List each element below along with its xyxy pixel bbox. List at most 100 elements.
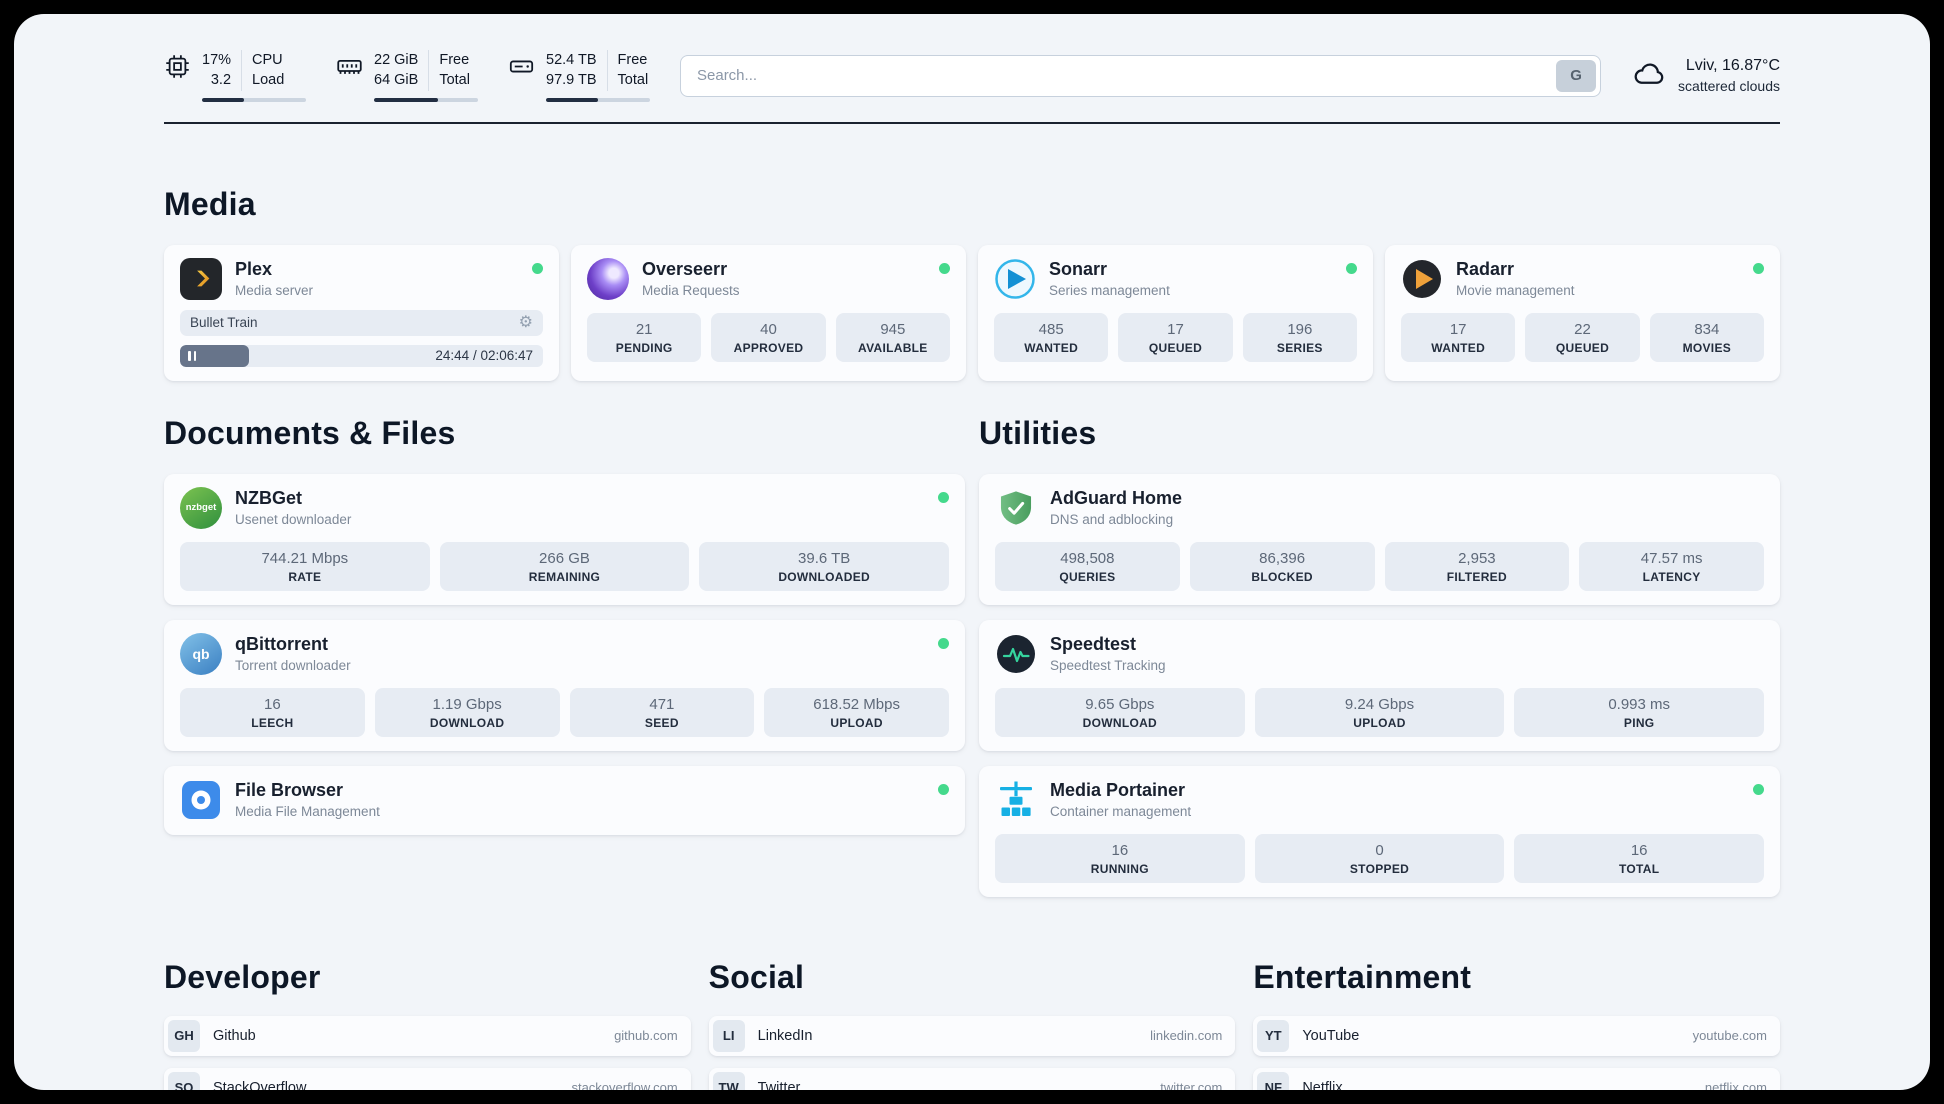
app-name: Plex (235, 259, 273, 280)
stat-leech: 16 LEECH (180, 687, 365, 737)
stat-label: DOWNLOADED (778, 569, 870, 584)
disk-free-value: 52.4 TB (546, 52, 597, 68)
stat-label: TOTAL (1618, 861, 1660, 876)
top-bar: 17% 3.2 CPU Load (14, 14, 1930, 102)
search-engine-button[interactable]: G (1556, 59, 1597, 92)
stackoverflow-icon: SO (168, 1071, 200, 1090)
link-domain: twitter.com (1160, 1080, 1223, 1090)
section-media: Media Plex (164, 186, 1780, 381)
stat-available: 945 AVAILABLE (835, 312, 950, 362)
section-title-social: Social (708, 958, 805, 995)
now-playing-row: Bullet Train ⚙ (180, 309, 543, 336)
stat-value: 744.21 Mbps (261, 549, 349, 567)
disk-widget: 52.4 TB 97.9 TB Free Total (508, 50, 650, 102)
app-subtitle: Torrent downloader (235, 658, 351, 674)
stat-rate: 744.21 Mbps RATE (180, 541, 430, 591)
section-title-documents: Documents & Files (164, 414, 456, 451)
app-card-qbittorrent[interactable]: qb qBittorrent Torrent downloader 16 LEE… (164, 619, 965, 751)
stat-approved: 40 APPROVED (711, 312, 826, 362)
link-github[interactable]: GH Github github.com (164, 1015, 691, 1056)
app-card-sonarr[interactable]: Sonarr Series management 485 WANTED 17 Q… (978, 244, 1373, 381)
section-utilities: Utilities (979, 415, 1780, 897)
stat-label: WANTED (1024, 340, 1079, 355)
settings-gear-icon[interactable]: ⚙ (518, 313, 533, 331)
stat-series: 196 SERIES (1242, 312, 1357, 362)
stat-label: WANTED (1431, 340, 1486, 355)
stat-value: 618.52 Mbps (813, 695, 900, 713)
app-name: qBittorrent (235, 634, 328, 655)
stat-upload: 9.24 Gbps UPLOAD (1254, 687, 1505, 737)
app-card-overseerr[interactable]: Overseerr Media Requests 21 PENDING 40 A… (571, 244, 966, 381)
stat-label: APPROVED (733, 340, 804, 355)
playback-progress-bar[interactable]: 24:44 / 02:06:47 (180, 344, 543, 367)
app-subtitle: Movie management (1456, 283, 1575, 299)
app-card-speedtest[interactable]: Speedtest Speedtest Tracking 9.65 Gbps D… (979, 619, 1780, 751)
link-youtube[interactable]: YT YouTube youtube.com (1253, 1015, 1780, 1056)
link-name: StackOverflow (213, 1079, 307, 1090)
search-input[interactable] (680, 54, 1602, 97)
disk-total-value: 97.9 TB (546, 72, 597, 89)
stat-value: 834 (1694, 320, 1720, 338)
link-netflix[interactable]: NF Netflix netflix.com (1253, 1067, 1780, 1090)
link-linkedin[interactable]: LI LinkedIn linkedin.com (708, 1015, 1236, 1056)
section-title-developer: Developer (164, 958, 321, 995)
radarr-icon (1401, 258, 1443, 300)
app-subtitle: Media File Management (235, 804, 380, 820)
stat-running: 16 RUNNING (995, 833, 1245, 883)
app-card-plex[interactable]: Plex Media server Bullet Train ⚙ 24:44 /… (164, 244, 559, 381)
status-dot-online (939, 262, 950, 274)
stat-value: 39.6 TB (798, 549, 851, 567)
app-name: Sonarr (1049, 259, 1108, 280)
github-icon: GH (168, 1019, 200, 1052)
disk-total-label: Total (617, 72, 649, 89)
link-twitter[interactable]: TW Twitter twitter.com (708, 1067, 1236, 1090)
status-dot-online (1346, 262, 1357, 274)
stat-value: 471 (649, 695, 675, 713)
stat-label: FILTERED (1446, 569, 1507, 584)
stat-download: 1.19 Gbps DOWNLOAD (374, 687, 560, 737)
stat-label: LATENCY (1642, 569, 1701, 584)
stat-label: UPLOAD (830, 715, 883, 730)
netflix-icon: NF (1257, 1071, 1290, 1090)
status-dot-online (1753, 783, 1764, 795)
link-stackoverflow[interactable]: SO StackOverflow stackoverflow.com (164, 1067, 691, 1090)
app-card-portainer[interactable]: Media Portainer Container management 16 … (979, 765, 1780, 897)
app-card-filebrowser[interactable]: File Browser Media File Management (164, 765, 965, 835)
stat-wanted: 17 WANTED (1401, 312, 1516, 362)
pause-icon[interactable] (188, 350, 196, 361)
stat-movies: 834 MOVIES (1649, 312, 1764, 362)
stat-value: 22 (1574, 320, 1591, 338)
ram-widget: 22 GiB 64 GiB Free Total (336, 50, 478, 102)
stat-value: 2,953 (1458, 549, 1496, 567)
stat-label: PING (1623, 715, 1655, 730)
header-divider (164, 121, 1780, 124)
cloud-icon (1631, 58, 1667, 93)
stat-ping: 0.993 ms PING (1514, 687, 1764, 737)
media-grid: Plex Media server Bullet Train ⚙ 24:44 /… (164, 244, 1780, 381)
app-card-nzbget[interactable]: nzbget NZBGet Usenet downloader 744.21 M… (164, 473, 965, 605)
stat-label: AVAILABLE (858, 340, 928, 355)
stat-label: PENDING (615, 340, 673, 355)
ram-total-value: 64 GiB (374, 72, 419, 89)
stat-queued: 22 QUEUED (1525, 312, 1640, 362)
stat-value: 16 (1111, 841, 1129, 859)
section-social: Social LI LinkedIn linkedin.com TW Twitt… (708, 958, 1236, 1090)
app-subtitle: DNS and adblocking (1050, 512, 1174, 528)
section-developer: Developer GH Github github.com SO StackO… (164, 959, 691, 1090)
stat-value: 17 (1449, 320, 1467, 338)
app-card-adguard[interactable]: AdGuard Home DNS and adblocking 498,508 … (979, 473, 1780, 605)
cpu-icon (164, 53, 191, 85)
stat-value: 0.993 ms (1608, 695, 1671, 713)
section-title-utilities: Utilities (979, 414, 1097, 451)
link-name: Twitter (757, 1079, 801, 1090)
stat-label: DOWNLOAD (1082, 715, 1158, 730)
app-name: NZBGet (235, 488, 302, 509)
stat-queries: 498,508 QUERIES (995, 541, 1180, 591)
app-card-radarr[interactable]: Radarr Movie management 17 WANTED 22 QUE… (1385, 244, 1780, 381)
stat-value: 498,508 (1060, 549, 1115, 567)
stat-stopped: 0 STOPPED (1254, 833, 1505, 883)
app-subtitle: Container management (1050, 804, 1192, 820)
plex-icon (180, 257, 222, 300)
stat-label: BLOCKED (1251, 569, 1313, 584)
status-dot-online (938, 491, 949, 503)
